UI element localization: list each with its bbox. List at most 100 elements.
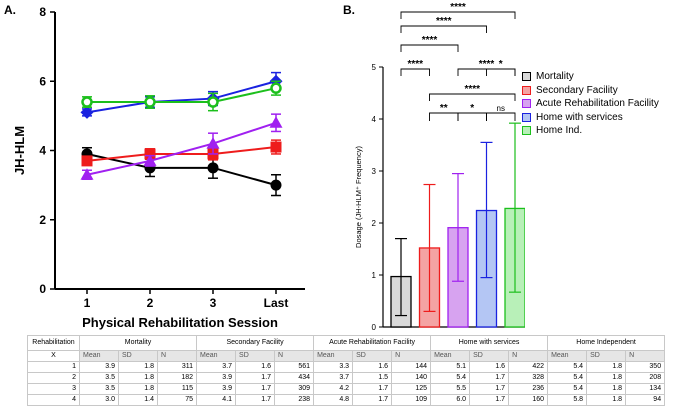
significance-bracket xyxy=(400,68,430,76)
point-mortality xyxy=(270,179,282,191)
table-subheader-x: X xyxy=(27,350,80,362)
table-subheader: SD xyxy=(118,350,158,362)
table-cell: 5.8 xyxy=(547,394,588,406)
table-cell: 160 xyxy=(508,394,549,406)
table-cell: 1.6 xyxy=(352,361,393,373)
table-cell: 1.8 xyxy=(586,361,627,373)
table-cell: 236 xyxy=(508,383,549,395)
table-cell: 1.5 xyxy=(352,372,393,384)
table-cell: 4.8 xyxy=(313,394,354,406)
legend-swatch xyxy=(522,126,531,136)
table-cell: 1.8 xyxy=(118,383,158,395)
point-secondary-facility xyxy=(144,148,156,160)
table-cell: 3.7 xyxy=(313,372,354,384)
legend-item-mortality: Mortality xyxy=(522,70,659,84)
legend-item-home-ind: Home Ind. xyxy=(522,124,659,138)
series-line-home-ind xyxy=(87,87,277,104)
significance-bracket xyxy=(486,68,516,76)
table-group-header: Mortality xyxy=(78,335,198,351)
table-subheader: SD xyxy=(235,350,276,362)
significance-bracket xyxy=(429,93,516,101)
table-row-index: 2 xyxy=(27,372,80,384)
x-axis-title: Physical Rehabilitation Session xyxy=(82,315,278,330)
table-cell: 3.9 xyxy=(196,383,237,395)
legend-item-home-with-services: Home with services xyxy=(522,111,659,125)
significance-bracket xyxy=(400,11,516,19)
table-cell: 4.1 xyxy=(196,394,237,406)
table-cell: 3.3 xyxy=(313,361,354,373)
point-home-ind xyxy=(207,96,219,108)
significance-label: **** xyxy=(422,35,438,46)
table-group-header: Secondary Facility xyxy=(196,335,315,351)
table-cell: 1.6 xyxy=(235,361,276,373)
table-cell: 1.6 xyxy=(469,361,510,373)
legend-label: Mortality xyxy=(536,71,574,82)
table-cell: 3.5 xyxy=(79,372,119,384)
significance-bracket xyxy=(486,112,516,121)
series-line-home-with-services xyxy=(86,80,277,114)
y-axis-title: Dosage (JH-HLM⁺ Frequency) xyxy=(354,146,363,248)
table-group-header: Home Independent xyxy=(547,335,666,351)
table-subheader: Mean xyxy=(196,350,237,362)
legend-item-secondary-facility: Secondary Facility xyxy=(522,84,659,98)
point-acute-rehabilitation-facility xyxy=(269,116,283,128)
y-tick-label: 0 xyxy=(39,282,46,296)
series-line-mortality xyxy=(86,152,277,187)
table-cell: 422 xyxy=(508,361,549,373)
table-cell: 1.7 xyxy=(235,372,276,384)
table-cell: 115 xyxy=(156,383,198,395)
table-subheader: N xyxy=(156,350,198,362)
table-cell: 5.1 xyxy=(430,361,471,373)
table-cell: 182 xyxy=(156,372,198,384)
legend-swatch xyxy=(522,72,531,82)
table-cell: 3.7 xyxy=(196,361,237,373)
y-tick-label: 6 xyxy=(39,74,46,88)
table-cell: 1.8 xyxy=(586,372,627,384)
significance-label: * xyxy=(499,59,503,70)
y-tick-label: 5 xyxy=(372,63,377,72)
point-mortality xyxy=(207,162,219,174)
significance-label: **** xyxy=(479,59,495,70)
table-subheader: Mean xyxy=(313,350,354,362)
table-subheader: N xyxy=(508,350,549,362)
table-group-header: Acute Rehabilitation Facility xyxy=(313,335,432,351)
table-row: 4 3.0 1.4 75 4.1 1.7 238 4.8 1.7 109 6.0 1.7 160 5.8 1… xyxy=(27,394,666,406)
table-cell: 1.7 xyxy=(469,383,510,395)
table-cell: 1.8 xyxy=(118,361,158,373)
table-subheader: SD xyxy=(469,350,510,362)
table-cell: 6.0 xyxy=(430,394,471,406)
table-subheader: N xyxy=(625,350,666,362)
table-subheader: SD xyxy=(586,350,627,362)
table-cell: 140 xyxy=(391,372,432,384)
x-tick-label: 2 xyxy=(147,296,154,310)
table-cell: 5.4 xyxy=(430,372,471,384)
panel-b-label: B. xyxy=(343,3,355,17)
significance-label: **** xyxy=(436,16,452,27)
table-subheader: SD xyxy=(352,350,393,362)
table-row-index: 1 xyxy=(27,361,80,373)
table-cell: 1.7 xyxy=(352,394,393,406)
x-tick-label: 1 xyxy=(84,296,91,310)
point-secondary-facility xyxy=(81,155,93,167)
y-axis-title: JH-HLM xyxy=(12,126,27,175)
significance-label: **** xyxy=(464,84,480,95)
table-cell: 5.4 xyxy=(547,372,588,384)
table-row: 3 3.5 1.8 115 3.9 1.7 309 4.2 1.7 125 5.5 1.7 236 5.4… xyxy=(27,383,666,395)
legend-label: Secondary Facility xyxy=(536,84,618,96)
point-home-with-services xyxy=(80,105,94,119)
summary-table: Rehabilitation Mortality Secondary Facilit… xyxy=(27,335,666,406)
table-group-header: Home with services xyxy=(430,335,549,351)
table-cell: 1.7 xyxy=(469,394,510,406)
table-header-rehabilitation: Rehabilitation xyxy=(27,335,80,351)
table-cell: 238 xyxy=(274,394,315,406)
point-home-ind xyxy=(270,82,282,94)
table-cell: 208 xyxy=(625,372,666,384)
table-cell: 309 xyxy=(274,383,315,395)
significance-label: ** xyxy=(440,103,448,114)
table-cell: 5.4 xyxy=(547,383,588,395)
table-cell: 1.7 xyxy=(469,372,510,384)
significance-label: ns xyxy=(497,104,505,113)
point-acute-rehabilitation-facility xyxy=(80,168,94,180)
table-cell: 3.9 xyxy=(196,372,237,384)
